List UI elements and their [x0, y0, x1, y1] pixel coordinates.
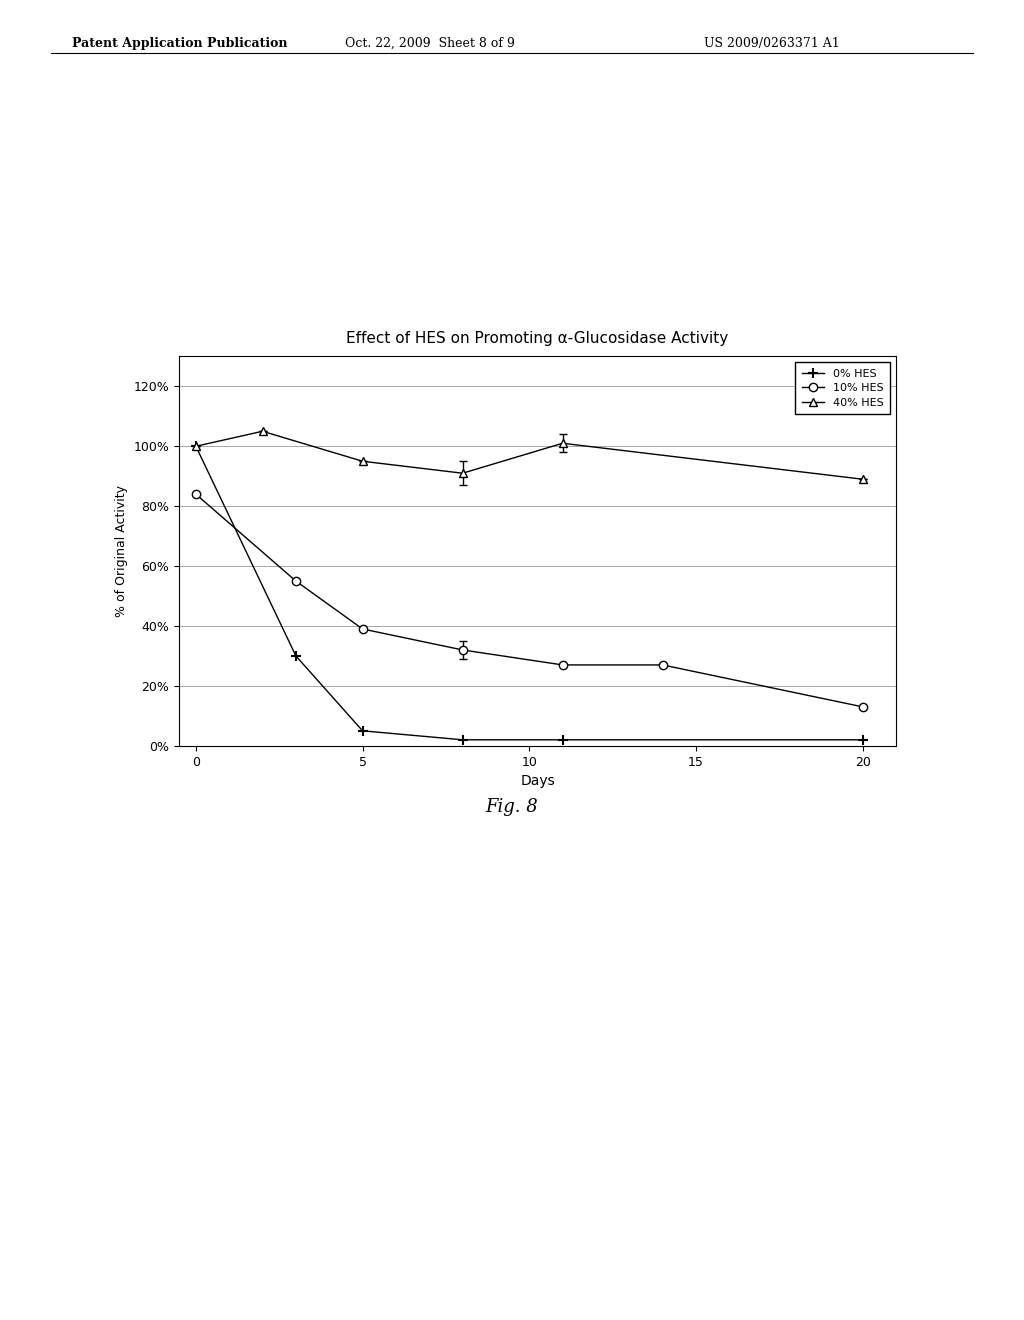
Text: US 2009/0263371 A1: US 2009/0263371 A1 — [703, 37, 840, 50]
0% HES — [356, 723, 369, 739]
0% HES — [189, 438, 202, 454]
Y-axis label: % of Original Activity: % of Original Activity — [115, 484, 128, 616]
Legend: 0% HES, 10% HES, 40% HES: 0% HES, 10% HES, 40% HES — [796, 362, 891, 414]
Text: Patent Application Publication: Patent Application Publication — [72, 37, 287, 50]
Line: 0% HES: 0% HES — [191, 441, 867, 744]
Title: Effect of HES on Promoting α-Glucosidase Activity: Effect of HES on Promoting α-Glucosidase… — [346, 330, 729, 346]
0% HES — [290, 648, 302, 664]
X-axis label: Days: Days — [520, 774, 555, 788]
0% HES — [856, 731, 868, 747]
Text: Fig. 8: Fig. 8 — [485, 797, 539, 816]
Text: Oct. 22, 2009  Sheet 8 of 9: Oct. 22, 2009 Sheet 8 of 9 — [345, 37, 515, 50]
0% HES — [556, 731, 568, 747]
0% HES — [457, 731, 469, 747]
